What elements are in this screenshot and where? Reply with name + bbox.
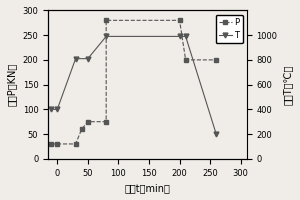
Legend: P, T: P, T [216, 15, 243, 43]
P [56, 143, 59, 145]
Y-axis label: 压力P（KN）: 压力P（KN） [7, 63, 17, 106]
P [178, 19, 181, 22]
T [50, 108, 53, 111]
P [86, 120, 90, 123]
T [178, 35, 181, 38]
X-axis label: 时间t（min）: 时间t（min） [124, 183, 170, 193]
T [74, 57, 77, 60]
P [104, 120, 108, 123]
T [86, 57, 90, 60]
P [74, 143, 77, 145]
T [104, 35, 108, 38]
P [214, 59, 218, 61]
Line: T: T [49, 34, 219, 136]
P [104, 19, 108, 22]
Y-axis label: 温度T（℃）: 温度T（℃） [283, 64, 293, 105]
P [184, 59, 188, 61]
P [50, 143, 53, 145]
T [56, 108, 59, 111]
P [80, 128, 83, 130]
T [214, 133, 218, 135]
T [184, 35, 188, 38]
Line: P: P [49, 18, 219, 146]
